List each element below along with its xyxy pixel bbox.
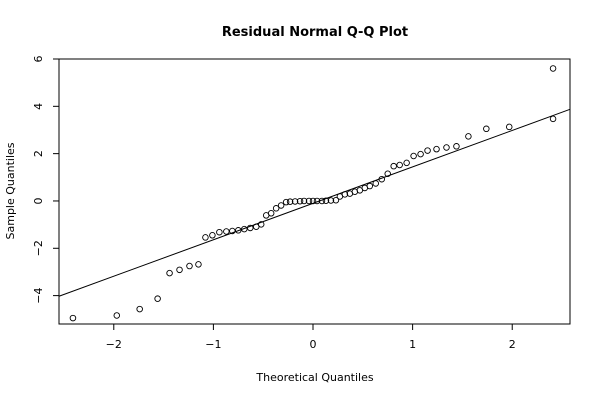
data-point (305, 197, 313, 205)
data-point (286, 198, 294, 205)
x-tick-label: −1 (205, 338, 221, 351)
data-point (229, 227, 236, 235)
data-point (313, 197, 321, 205)
data-point (223, 228, 230, 235)
data-point (453, 143, 460, 150)
x-axis: −2 −1 0 1 2 (106, 324, 516, 351)
data-point (384, 170, 391, 178)
data-point (366, 182, 374, 190)
data-point (176, 266, 183, 274)
data-point (332, 197, 340, 204)
data-point (247, 224, 254, 232)
y-axis-label: Sample Quantiles (4, 142, 17, 239)
data-point (186, 262, 193, 270)
chart-title: Residual Normal Q-Q Plot (222, 25, 408, 40)
data-point (372, 180, 380, 187)
data-point (291, 198, 299, 205)
data-point (549, 115, 557, 123)
data-point (216, 228, 223, 236)
data-point (267, 210, 275, 217)
data-point (433, 145, 440, 153)
data-point (209, 232, 216, 239)
x-tick-label: −2 (106, 338, 122, 351)
y-axis: −4 −2 0 2 4 6 (32, 56, 59, 304)
data-point (390, 162, 397, 170)
y-tick-label: 0 (32, 197, 45, 204)
data-point (136, 305, 143, 313)
data-point (322, 197, 330, 204)
data-point (257, 221, 265, 228)
plot-frame (58, 58, 571, 325)
data-point (483, 125, 490, 133)
data-point (417, 150, 424, 158)
data-point (296, 197, 304, 205)
data-point (549, 65, 557, 72)
data-point (443, 144, 450, 151)
data-point (113, 312, 121, 319)
data-point (282, 198, 290, 206)
data-point (272, 205, 280, 212)
data-point (166, 269, 173, 277)
data-point (69, 314, 77, 322)
data-point (241, 225, 248, 233)
data-point (154, 295, 161, 302)
x-tick-label: 1 (409, 338, 416, 351)
y-tick-label: −4 (32, 287, 45, 303)
data-point (403, 159, 410, 167)
data-point (410, 152, 417, 160)
data-point (235, 227, 242, 234)
data-point (424, 147, 431, 154)
data-point (341, 191, 349, 198)
x-axis-label: Theoretical Quantiles (255, 371, 373, 384)
data-point (300, 197, 308, 205)
x-tick-label: 2 (509, 338, 516, 351)
data-point (327, 197, 335, 204)
data-point (195, 261, 202, 268)
data-points (69, 65, 557, 322)
data-point (277, 202, 285, 209)
y-tick-label: −2 (32, 240, 45, 256)
y-tick-label: 2 (32, 150, 45, 157)
x-tick-label: 0 (310, 338, 317, 351)
y-tick-label: 6 (32, 56, 45, 63)
data-point (202, 234, 209, 241)
data-point (309, 197, 317, 205)
data-point (318, 197, 326, 205)
data-point (396, 161, 403, 169)
data-point (378, 175, 385, 183)
data-point (505, 123, 513, 131)
data-point (465, 133, 472, 140)
y-tick-label: 4 (32, 103, 45, 110)
